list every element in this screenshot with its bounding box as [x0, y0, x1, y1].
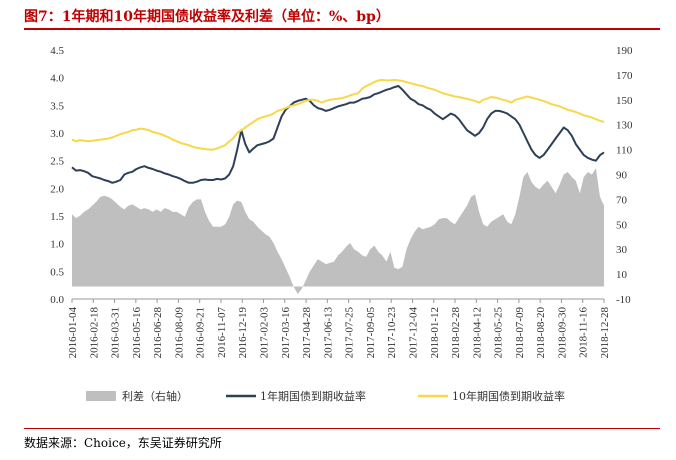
y-left-tick-label: 0.5 [50, 266, 64, 278]
y-right-tick-label: 50 [616, 219, 628, 231]
y-right-tick-label: 30 [616, 244, 628, 256]
x-tick-label: 2017-09-05 [365, 307, 377, 359]
yield-spread-chart: 0.0 0.5 1.0 1.5 2.0 2.5 3.0 3.5 4.0 4.5 -10 10 30 50 7… [50, 45, 633, 403]
y-left-tick-label: 4.0 [50, 73, 64, 85]
x-tick-label: 2016-06-28 [152, 307, 164, 359]
x-tick-label: 2017-06-13 [322, 307, 334, 359]
spread-area [72, 168, 604, 294]
y-right-tick-label: 190 [616, 45, 633, 57]
x-tick-label: 2016-11-07 [216, 307, 228, 358]
legend-spread-label: 利差（右轴） [122, 389, 188, 403]
x-tick-label: 2016-02-18 [88, 307, 100, 359]
x-tick-label: 2017-10-23 [386, 307, 398, 359]
y-right-tick-label: -10 [616, 294, 631, 306]
x-tick-label: 2018-05-25 [493, 307, 505, 359]
legend-1y-label: 1年期国债到期收益率 [260, 389, 366, 403]
y-left-tick-label: 2.5 [50, 156, 64, 168]
yield-10y-line [71, 78, 605, 151]
yield-1y-line [71, 85, 605, 184]
x-tick-label: 2016-09-21 [195, 307, 207, 358]
x-tick-label: 2018-08-20 [535, 307, 547, 359]
y-right-tick-label: 10 [616, 269, 628, 281]
x-tick-label: 2018-01-12 [429, 307, 441, 358]
y-right-tick-label: 170 [616, 70, 633, 82]
y-left-tick-label: 1.5 [50, 211, 64, 223]
legend-spread-swatch [86, 391, 116, 401]
legend-10y-label: 10年期国债到期收益率 [452, 389, 565, 403]
y-right-tick-label: 90 [616, 170, 628, 182]
figure-title: 图7：1年期和10年期国债收益率及利差（单位：%、bp） [24, 9, 390, 25]
x-tick-label: 2017-12-04 [407, 307, 419, 359]
x-tick-label: 2016-05-16 [131, 307, 143, 359]
y-right-tick-label: 70 [616, 194, 628, 206]
x-tick-label: 2018-07-09 [514, 307, 526, 359]
y-left-tick-label: 3.5 [50, 100, 64, 112]
x-tick-label: 2017-02-03 [259, 307, 271, 359]
y-left-tick-label: 2.0 [50, 183, 64, 195]
x-tick-label: 2017-04-28 [301, 307, 313, 359]
x-tick-label: 2016-08-09 [173, 307, 185, 359]
x-tick-label: 2016-01-04 [67, 307, 79, 359]
x-tick-label: 2018-09-30 [556, 307, 568, 359]
x-tick-label: 2018-02-28 [450, 307, 462, 359]
y-left-tick-label: 1.0 [50, 239, 64, 251]
y-right-tick-label: 130 [616, 120, 633, 132]
y-left-tick-label: 4.5 [50, 45, 64, 57]
y-left-tick-label: 0.0 [50, 294, 64, 306]
data-source: 数据来源：Choice，东吴证券研究所 [24, 436, 222, 450]
title-rule [24, 28, 660, 30]
x-tick-label: 2018-11-16 [578, 307, 590, 358]
source-rule [24, 428, 660, 429]
y-right-tick-label: 110 [616, 145, 633, 157]
y-left-tick-label: 3.0 [50, 128, 64, 140]
x-tick-label: 2018-04-12 [471, 307, 483, 358]
x-tick-label: 2016-12-19 [237, 307, 249, 359]
x-tick-label: 2016-03-31 [110, 307, 122, 358]
x-tick-label: 2017-07-25 [344, 307, 356, 359]
x-tick-label: 2018-12-28 [599, 307, 611, 359]
y-right-tick-label: 150 [616, 95, 633, 107]
x-tick-label: 2017-03-16 [280, 307, 292, 359]
